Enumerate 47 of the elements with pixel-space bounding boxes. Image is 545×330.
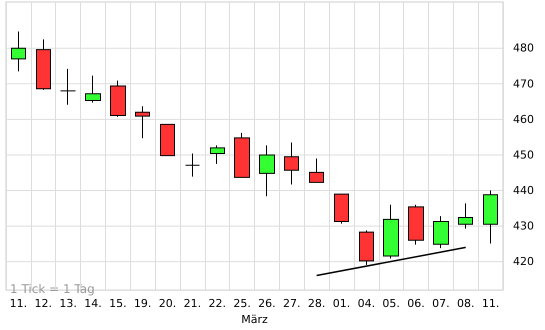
y-tick-label: 470 <box>513 77 534 90</box>
x-tick-label: 11. <box>482 297 500 310</box>
x-tick-label: 12. <box>34 297 52 310</box>
y-tick-label: 440 <box>513 184 534 198</box>
x-axis-title: März <box>241 313 268 326</box>
x-tick-label: 25. <box>233 297 251 310</box>
x-tick-label: 22. <box>208 297 226 310</box>
candlestick <box>234 132 250 178</box>
x-tick-label: 20. <box>158 297 176 310</box>
candlestick <box>309 158 324 183</box>
candlestick <box>11 31 26 72</box>
candlestick <box>433 216 449 249</box>
candlestick <box>458 202 473 230</box>
y-tick-label: 480 <box>513 42 534 55</box>
candlestick <box>160 124 175 156</box>
x-tick-label: 08. <box>456 297 474 310</box>
y-tick-label: 420 <box>513 255 534 268</box>
candlestick <box>210 144 225 164</box>
candlestick <box>259 144 275 197</box>
x-tick-label: 27. <box>283 297 301 310</box>
candlestick <box>383 204 399 259</box>
x-tick-label: 01. <box>332 297 350 310</box>
candlestick <box>334 194 349 224</box>
y-tick-label: 430 <box>513 220 534 233</box>
candlestick <box>284 142 299 185</box>
candlestick <box>185 153 200 178</box>
x-tick-label: 06. <box>407 297 425 310</box>
candlestick <box>36 38 51 90</box>
x-tick-label: 07. <box>432 297 450 310</box>
candlestick <box>60 68 76 106</box>
x-tick-label: 14. <box>84 297 102 310</box>
x-tick-label: 21. <box>184 297 202 310</box>
candlestick <box>110 80 126 118</box>
x-tick-label: 04. <box>358 297 376 310</box>
candlestick <box>408 204 424 246</box>
candlestick <box>135 106 150 139</box>
x-tick-label: 15. <box>109 297 127 310</box>
x-tick-label: 05. <box>382 297 400 310</box>
candlestick <box>85 75 101 104</box>
x-tick-label: 28. <box>308 297 326 310</box>
x-tick-label: 19. <box>134 297 152 310</box>
y-tick-label: 460 <box>513 112 534 126</box>
x-tick-label: 26. <box>258 297 276 310</box>
candlestick <box>483 190 498 244</box>
x-tick-label: 11. <box>10 297 28 310</box>
y-tick-label: 450 <box>513 148 534 162</box>
x-tick-label: 13. <box>59 297 77 310</box>
